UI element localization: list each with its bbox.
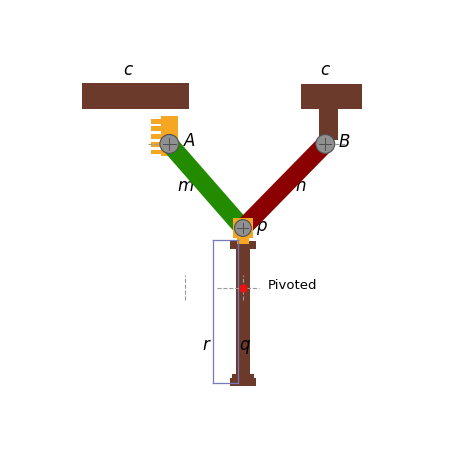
FancyBboxPatch shape bbox=[230, 378, 256, 386]
FancyBboxPatch shape bbox=[82, 83, 189, 109]
Circle shape bbox=[160, 135, 179, 153]
Text: Pivoted: Pivoted bbox=[267, 279, 317, 292]
Text: c: c bbox=[321, 61, 330, 79]
FancyBboxPatch shape bbox=[230, 241, 256, 249]
FancyBboxPatch shape bbox=[237, 238, 249, 244]
FancyBboxPatch shape bbox=[151, 134, 161, 139]
Text: q: q bbox=[239, 336, 250, 354]
Text: m: m bbox=[177, 177, 193, 195]
FancyBboxPatch shape bbox=[301, 84, 362, 109]
FancyBboxPatch shape bbox=[236, 246, 250, 378]
Circle shape bbox=[316, 135, 335, 153]
Text: p: p bbox=[256, 217, 267, 235]
FancyBboxPatch shape bbox=[151, 142, 161, 147]
Text: n: n bbox=[295, 177, 306, 195]
FancyBboxPatch shape bbox=[161, 116, 178, 156]
Text: c: c bbox=[123, 61, 132, 79]
FancyBboxPatch shape bbox=[319, 107, 337, 141]
FancyBboxPatch shape bbox=[151, 119, 161, 124]
FancyBboxPatch shape bbox=[151, 150, 161, 154]
Text: A: A bbox=[184, 132, 195, 150]
Text: r: r bbox=[202, 336, 209, 354]
FancyBboxPatch shape bbox=[151, 126, 161, 131]
FancyBboxPatch shape bbox=[233, 218, 253, 238]
Text: B: B bbox=[338, 133, 350, 151]
Circle shape bbox=[235, 220, 251, 237]
FancyBboxPatch shape bbox=[232, 374, 254, 379]
